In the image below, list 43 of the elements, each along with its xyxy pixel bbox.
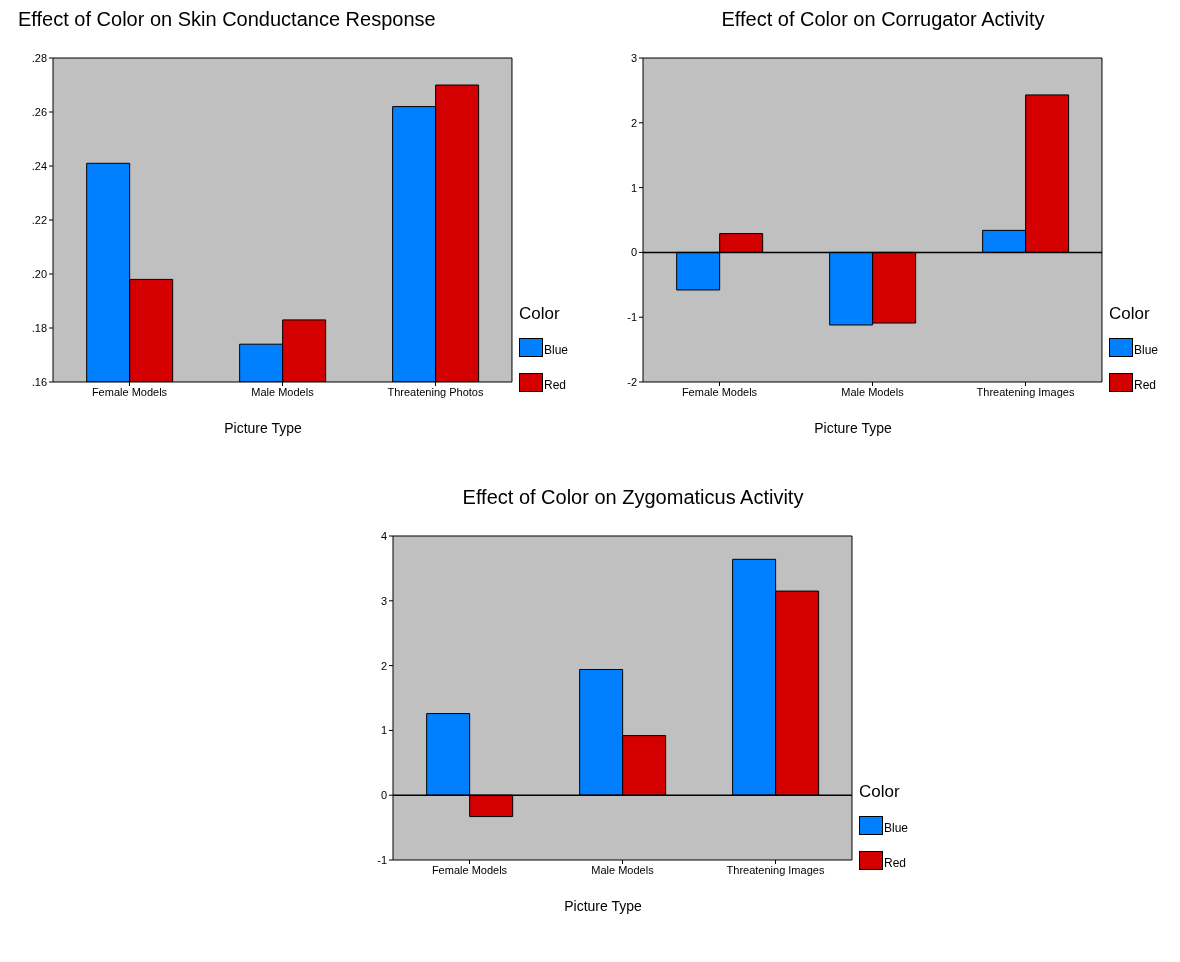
- chart-title: Effect of Color on Zygomaticus Activity: [461, 486, 805, 510]
- x-tick-label: Threatening Images: [726, 863, 825, 876]
- y-tick-label: .18: [31, 321, 47, 334]
- y-tick-label: -1: [627, 311, 637, 324]
- legend-label: Red: [543, 378, 566, 392]
- y-tick-label: 4: [380, 529, 387, 542]
- y-tick-label: -2: [627, 375, 637, 388]
- x-axis-title: Picture Type: [223, 420, 303, 436]
- y-tick-label: .22: [31, 213, 47, 226]
- x-tick-label: Female Models: [681, 385, 758, 398]
- x-tick-label: Threatening Photos: [387, 385, 484, 398]
- y-tick-label: 2: [630, 116, 637, 129]
- y-tick-label: .24: [31, 159, 47, 172]
- legend-label: Blue: [543, 343, 568, 357]
- chart-title: Effect of Color on Skin Conductance Response: [17, 8, 437, 32]
- legend-title: Color: [518, 304, 561, 324]
- legend-label: Blue: [1133, 343, 1158, 357]
- x-tick-label: Male Models: [591, 863, 655, 876]
- y-tick-label: .26: [31, 105, 47, 118]
- x-tick-label: Male Models: [251, 385, 315, 398]
- legend-label: Red: [883, 856, 906, 870]
- y-tick-label: .20: [31, 267, 47, 280]
- legend-label: Red: [1133, 378, 1156, 392]
- x-tick-label: Female Models: [91, 385, 168, 398]
- x-tick-label: Threatening Images: [976, 385, 1075, 398]
- y-tick-label: 3: [630, 51, 637, 64]
- x-axis-title: Picture Type: [563, 898, 643, 914]
- y-tick-label: -1: [377, 853, 387, 866]
- y-tick-label: .28: [31, 51, 47, 64]
- y-tick-label: 0: [380, 789, 387, 802]
- legend-title: Color: [858, 782, 901, 802]
- x-tick-label: Female Models: [431, 863, 508, 876]
- legend-title: Color: [1108, 304, 1151, 324]
- y-tick-label: 3: [380, 594, 387, 607]
- y-tick-label: 0: [630, 246, 637, 259]
- legend-label: Blue: [883, 821, 908, 835]
- chart-title: Effect of Color on Corrugator Activity: [720, 8, 1046, 32]
- y-tick-label: 1: [630, 181, 637, 194]
- x-axis-title: Picture Type: [813, 420, 893, 436]
- y-tick-label: 1: [380, 724, 387, 737]
- x-tick-label: Male Models: [841, 385, 905, 398]
- y-tick-label: .16: [31, 375, 47, 388]
- y-tick-label: 2: [380, 659, 387, 672]
